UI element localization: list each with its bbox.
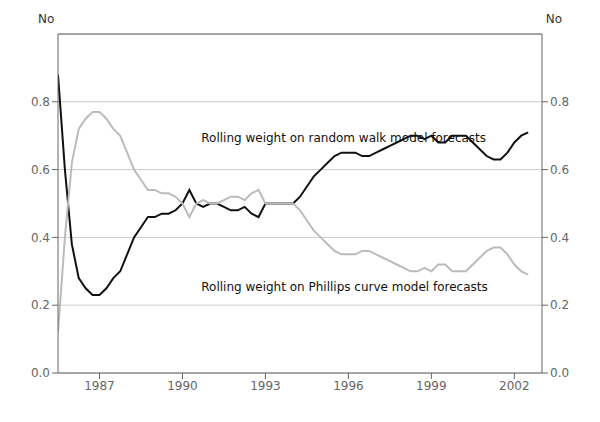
svg-text:1990: 1990	[167, 379, 198, 393]
svg-text:0.0: 0.0	[550, 366, 569, 380]
svg-text:1993: 1993	[250, 379, 281, 393]
svg-text:2002: 2002	[499, 379, 530, 393]
svg-text:0.6: 0.6	[550, 163, 569, 177]
svg-text:Rolling weight on random walk: Rolling weight on random walk model fore…	[201, 131, 486, 145]
svg-text:1996: 1996	[333, 379, 364, 393]
svg-text:0.6: 0.6	[31, 163, 50, 177]
svg-text:0.2: 0.2	[31, 298, 50, 312]
svg-text:Rolling weight on Phillips cur: Rolling weight on Phillips curve model f…	[201, 280, 487, 294]
svg-text:0.0: 0.0	[31, 366, 50, 380]
svg-text:1987: 1987	[84, 379, 115, 393]
svg-text:0.2: 0.2	[550, 298, 569, 312]
svg-text:0.4: 0.4	[31, 231, 50, 245]
svg-text:0.8: 0.8	[31, 95, 50, 109]
svg-text:1999: 1999	[416, 379, 447, 393]
svg-text:0.4: 0.4	[550, 231, 569, 245]
svg-text:0.8: 0.8	[550, 95, 569, 109]
html-text:No: No	[38, 12, 55, 26]
html-text:No: No	[545, 12, 562, 26]
